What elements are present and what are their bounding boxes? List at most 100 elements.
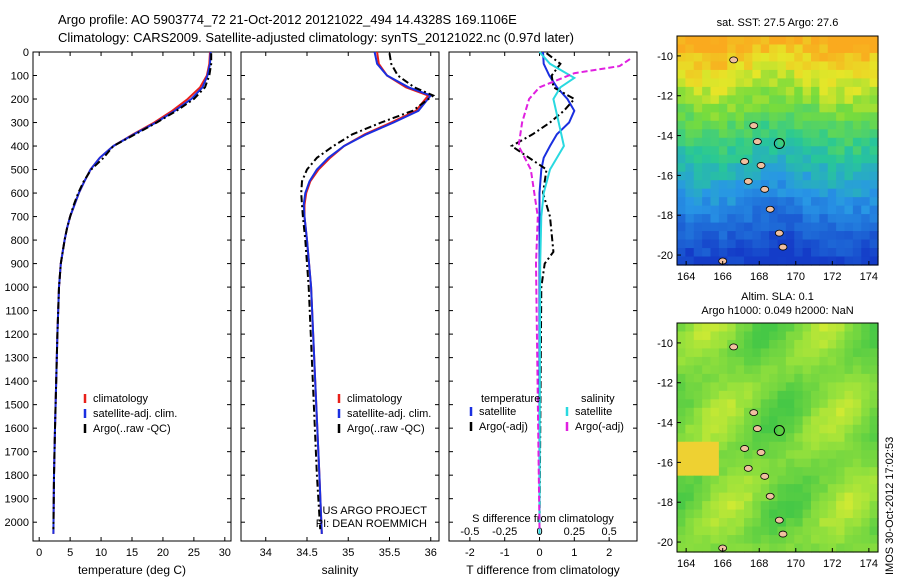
- map-cell: [744, 441, 753, 451]
- map-cell: [844, 331, 854, 341]
- map-cell: [769, 163, 779, 173]
- map-cell: [777, 509, 787, 519]
- island-outline: [740, 445, 750, 452]
- map-cell: [769, 95, 779, 105]
- map-cell: [802, 501, 812, 511]
- map-cell: [752, 365, 762, 375]
- map-cell: [677, 78, 686, 88]
- y-tick-label: 1100: [5, 306, 29, 318]
- map-cell: [727, 441, 737, 451]
- map-cell: [777, 256, 787, 266]
- map-cell: [685, 36, 695, 46]
- map-cell: [827, 348, 837, 358]
- map-cell: [744, 373, 753, 383]
- map-cell: [819, 163, 829, 173]
- map-cell: [811, 535, 820, 545]
- map-cell: [777, 441, 787, 451]
- map-cell: [677, 86, 686, 96]
- map-cell: [827, 382, 837, 392]
- map-cell: [811, 501, 820, 511]
- map-cell: [744, 86, 753, 96]
- map-cell: [702, 373, 712, 383]
- map-cell: [727, 348, 737, 358]
- map-cell: [769, 543, 779, 553]
- map-cell: [702, 492, 712, 502]
- map-cell: [685, 339, 695, 350]
- map-cell: [819, 356, 829, 367]
- map-cell: [735, 163, 745, 173]
- map-cell: [794, 501, 804, 511]
- map-cell: [693, 365, 703, 375]
- map-cell: [760, 365, 770, 375]
- map-cell: [827, 61, 837, 71]
- map-cell: [677, 356, 686, 367]
- map-cell: [794, 407, 804, 417]
- map-cell: [735, 390, 745, 400]
- map-title: Altim. SLA: 0.1: [741, 291, 814, 303]
- map-x-tick-label: 166: [714, 271, 732, 283]
- map-cell: [710, 120, 720, 130]
- map-cell: [836, 339, 846, 350]
- map-cell: [677, 205, 686, 215]
- map-cell: [777, 248, 787, 258]
- map-cell: [744, 407, 753, 417]
- map-cell: [811, 120, 820, 130]
- map-cell: [769, 526, 779, 536]
- map-cell: [718, 390, 728, 400]
- map-cell: [735, 239, 745, 249]
- map-cell: [677, 416, 686, 426]
- map-cell: [811, 450, 820, 460]
- map-cell: [844, 492, 854, 502]
- map-cell: [735, 214, 745, 224]
- map-cell: [718, 492, 728, 502]
- y-tick-label: 1400: [5, 376, 29, 388]
- map-cell: [685, 518, 695, 528]
- map-cell: [844, 535, 854, 545]
- map-cell: [718, 382, 728, 392]
- map-cell: [735, 146, 745, 156]
- map-cell: [852, 492, 862, 502]
- map-cell: [852, 86, 862, 96]
- map-cell: [769, 248, 779, 258]
- map-cell: [710, 129, 720, 139]
- map-cell: [702, 205, 712, 215]
- map-cell: [811, 112, 820, 122]
- map-cell: [819, 129, 829, 139]
- map-cell: [769, 256, 779, 266]
- map-cell: [852, 356, 862, 367]
- map-cell: [744, 256, 753, 266]
- map-cell: [827, 78, 837, 88]
- x-tick-label: -1: [500, 547, 510, 559]
- x-tick-label: 0: [36, 547, 42, 559]
- map-cell: [769, 154, 779, 164]
- map-cell: [852, 36, 862, 46]
- map-cell: [785, 154, 795, 164]
- map-cell: [702, 214, 712, 224]
- map-cell: [785, 78, 795, 88]
- map-cell: [735, 424, 745, 434]
- map-cell: [677, 129, 686, 139]
- map-cell: [710, 484, 720, 494]
- map-cell: [802, 137, 812, 147]
- map-cell: [718, 509, 728, 519]
- map-cell: [852, 256, 862, 266]
- map-cell: [861, 323, 871, 333]
- map-cell: [744, 205, 753, 215]
- map-cell: [861, 356, 871, 367]
- map-cell: [693, 95, 703, 105]
- map-cell: [794, 373, 804, 383]
- map-cell: [819, 458, 829, 468]
- map-cell: [718, 535, 728, 545]
- map-cell: [710, 154, 720, 164]
- map-cell: [685, 509, 695, 519]
- map-cell: [727, 231, 737, 241]
- map-cell: [836, 501, 846, 511]
- map-cell: [836, 535, 846, 545]
- map-cell: [802, 86, 812, 96]
- map-cell: [836, 69, 846, 80]
- map-cell: [811, 509, 820, 519]
- map-cell: [802, 365, 812, 375]
- map-cell: [744, 458, 753, 468]
- map-cell: [861, 256, 871, 266]
- map-cell: [852, 103, 862, 113]
